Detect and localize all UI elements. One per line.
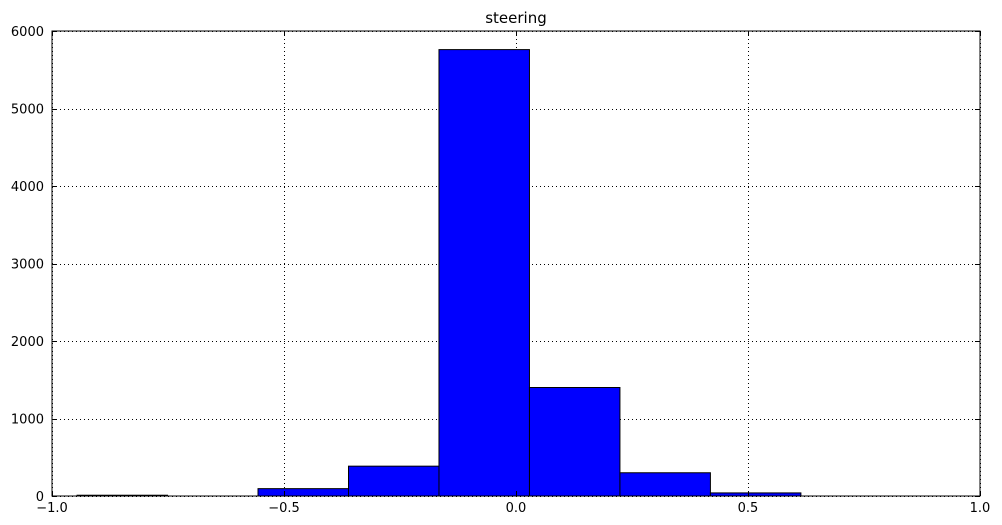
histogram-bar [619,472,711,497]
x-tick-label: 1.0 [970,501,991,516]
histogram-bar [347,465,440,497]
x-tick-label: 0.5 [738,501,759,516]
chart-title: steering [485,9,547,27]
x-tick-label: 0.0 [506,501,527,516]
axis-ticks [52,31,981,497]
y-tick-label: 0 [36,490,44,505]
histogram-bar [528,387,621,497]
histogram-bars [76,49,802,497]
x-tick-label: −0.5 [268,501,300,516]
y-tick-label: 3000 [11,258,44,273]
histogram-bar [438,49,530,497]
x-axis-tick-labels: −1.0 −0.5 0.0 0.5 1.0 [36,501,990,516]
y-tick-label: 1000 [11,413,44,428]
x-tick-label: −1.0 [36,501,68,516]
histogram-bar [257,488,349,497]
y-tick-label: 4000 [11,180,44,195]
y-tick-label: 2000 [11,335,44,350]
y-tick-label: 6000 [11,25,44,40]
y-axis-tick-labels: 0 1000 2000 3000 4000 5000 6000 [11,25,44,505]
y-tick-label: 5000 [11,103,44,118]
